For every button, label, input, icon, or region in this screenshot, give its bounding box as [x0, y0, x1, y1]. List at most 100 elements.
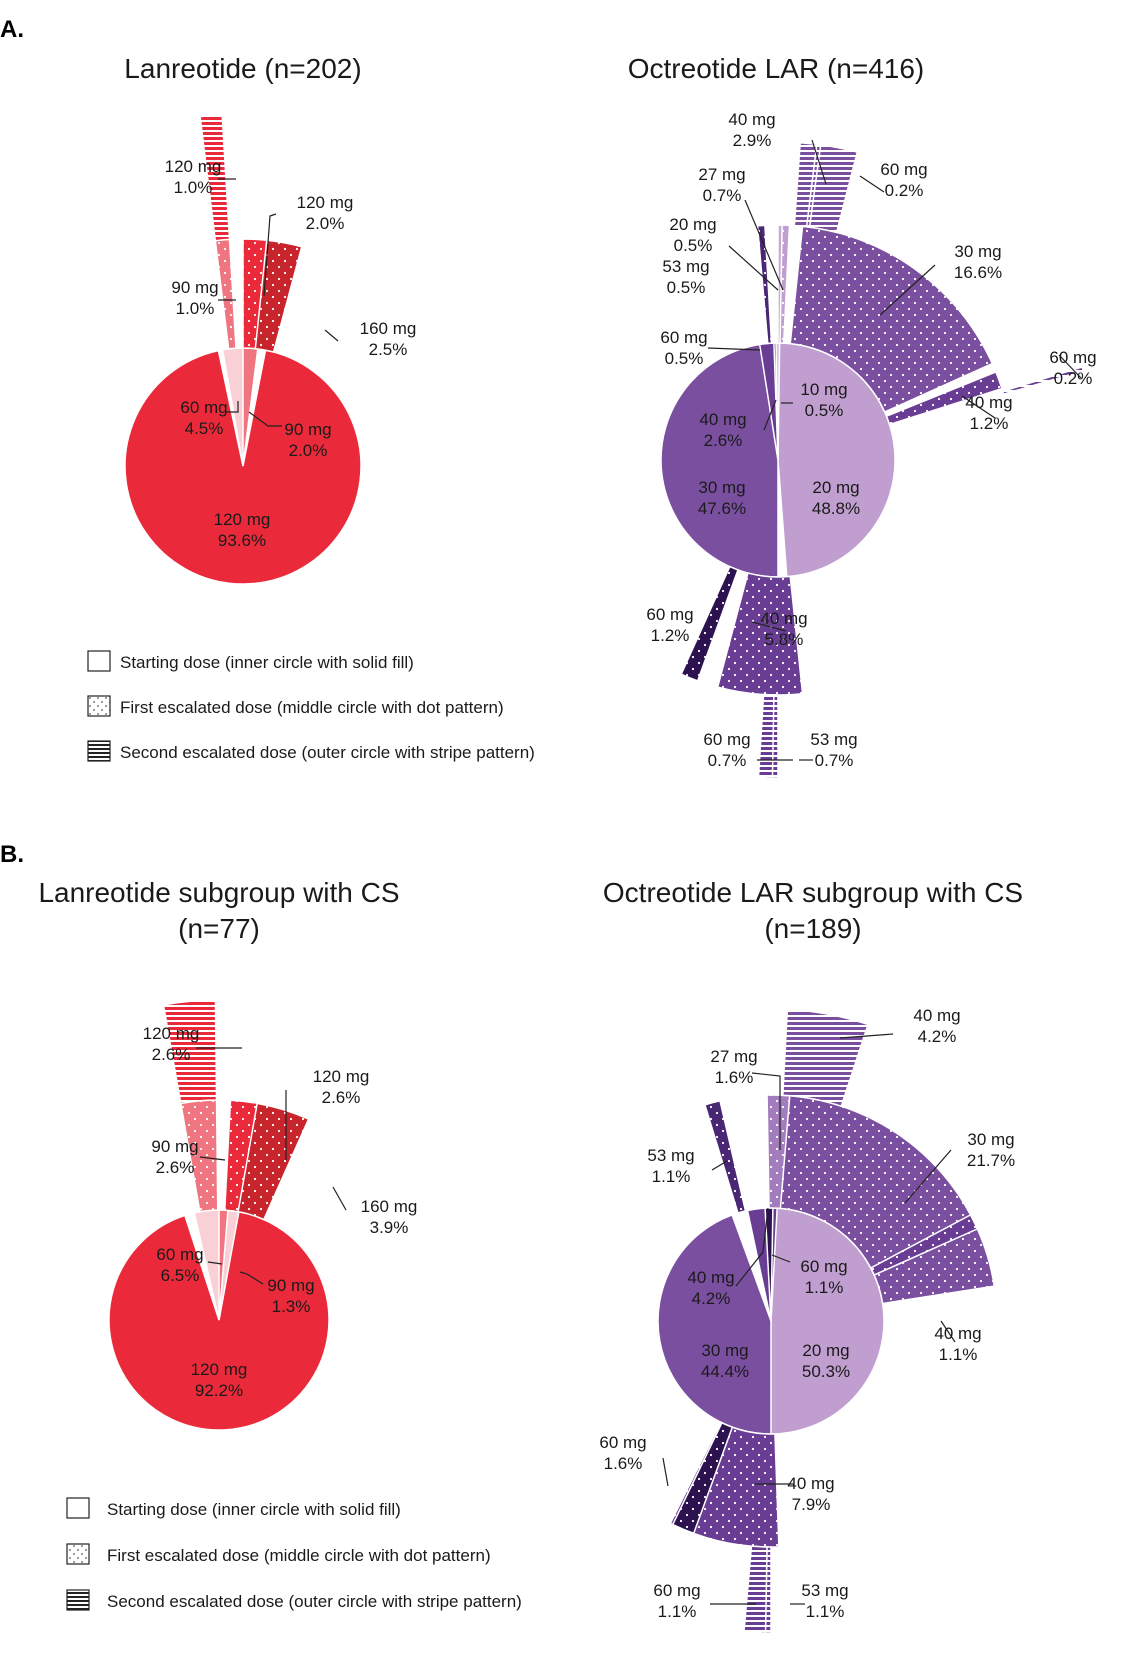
data-label-line: 47.6% [698, 499, 746, 518]
data-label-20-mg-0: 20 mg 48.8% [812, 478, 860, 518]
data-label-120-mg-4: 120 mg 2.0% [297, 193, 354, 233]
panel-letter-b: B. [0, 841, 24, 868]
data-label-60-mg-15: 60 mg 0.7% [703, 730, 750, 770]
data-label-line: 40 mg [760, 609, 807, 628]
chart-1: Lanreotide (n=202) 120 mg 93.6% 60 mg 4.5% 90… [124, 53, 416, 585]
leader-line-30-mg-4 [904, 1149, 952, 1204]
data-label-line: 30 mg [967, 1130, 1014, 1149]
leader-line-40-mg-10 [839, 1033, 894, 1039]
leader-line-60-mg-1 [207, 1261, 223, 1265]
wedge-ring3-53-mg-12-stripes [744, 1546, 768, 1633]
leader-line-60-mg-14 [1058, 354, 1082, 379]
data-label-line: 60 mg [800, 1257, 847, 1276]
data-label-line: 1.1% [806, 1602, 845, 1621]
data-label-line: 60 mg [646, 605, 693, 624]
wedge-ring1-30-mg-1 [657, 1213, 772, 1435]
wedge-ring2-160-mg-5-dots [255, 240, 302, 353]
data-label-40-mg-12: 40 mg 2.9% [728, 110, 775, 150]
data-label-line: 40 mg [965, 393, 1012, 412]
data-label-60-mg-1: 60 mg 4.5% [180, 398, 227, 438]
chart-3-title: Lanreotide subgroup with CS [38, 877, 399, 908]
data-label-line: 4.2% [692, 1289, 731, 1308]
data-label-line: 60 mg [660, 328, 707, 347]
data-label-60-mg-14: 60 mg 0.2% [1049, 348, 1096, 388]
wedge-ring2-40-mg-9-dots [717, 573, 803, 695]
wedge-ring2-27-mg-6-dots [767, 1094, 790, 1209]
data-label-line: 53 mg [662, 257, 709, 276]
wedge-ring1-120-mg-0 [108, 1210, 330, 1431]
data-label-line: 120 mg [214, 510, 271, 529]
wedge-ring2-160-mg-5-dots [238, 1103, 309, 1220]
leader-line-60-mg-8 [662, 1457, 669, 1487]
data-label-120-mg-0: 120 mg 93.6% [214, 510, 271, 550]
wedge-ring3-40-mg-10-stripes [782, 1009, 869, 1107]
leader-line-40-mg-2 [735, 1207, 769, 1287]
data-label-line: 93.6% [218, 531, 266, 550]
leader-line-60-mg-3 [771, 1254, 791, 1263]
data-label-40-mg-7: 40 mg 7.9% [787, 1474, 834, 1514]
data-label-120-mg-0: 120 mg 92.2% [191, 1360, 248, 1400]
wedge-ring2-53-mg-9-dots [704, 1100, 746, 1213]
data-label-line: 1.1% [939, 1345, 978, 1364]
data-label-40-mg-6: 40 mg 1.2% [965, 393, 1012, 433]
data-label-line: 7.9% [792, 1495, 831, 1514]
data-label-line: 27 mg [710, 1047, 757, 1066]
data-label-40-mg-10: 40 mg 4.2% [913, 1006, 960, 1046]
wedge-ring2-30-mg-5-dots [790, 226, 993, 412]
leader-line-90-mg-2 [239, 1271, 264, 1285]
data-label-30-mg-1: 30 mg 47.6% [698, 478, 746, 518]
leader-line-90-mg-2 [248, 411, 282, 427]
data-label-40-mg-2: 40 mg 2.6% [699, 410, 746, 450]
wedge-ring3-60-mg-14-stripes [1002, 367, 1084, 395]
data-label-line: 10 mg [800, 380, 847, 399]
data-label-20-mg-8: 20 mg 0.5% [669, 215, 716, 255]
leader-line-40-mg-2 [763, 399, 777, 431]
data-label-120-mg-6: 120 mg 1.0% [165, 157, 222, 197]
data-label-line: 48.8% [812, 499, 860, 518]
data-label-line: 40 mg [728, 110, 775, 129]
data-label-line: 0.7% [703, 186, 742, 205]
wedge-ring1-120-mg-0 [124, 349, 362, 585]
data-label-line: 60 mg [156, 1245, 203, 1264]
legend-text-first-escalated: First escalated dose (middle circle with… [120, 698, 504, 717]
chart-1-title: Lanreotide (n=202) [124, 53, 361, 84]
data-label-60-mg-3: 60 mg 1.1% [800, 1257, 847, 1297]
data-label-line: 0.7% [815, 751, 854, 770]
wedge-ring2-53-mg-11-dots [757, 225, 772, 344]
data-label-30-mg-5: 30 mg 16.6% [954, 242, 1002, 282]
data-label-line: 40 mg [787, 1474, 834, 1493]
data-label-line: 30 mg [701, 1341, 748, 1360]
data-label-90-mg-2: 90 mg 2.0% [284, 420, 331, 460]
data-label-line: 1.2% [970, 414, 1009, 433]
leader-line-60-mg-3 [707, 347, 761, 351]
data-label-line: 120 mg [191, 1360, 248, 1379]
data-label-line: 40 mg [934, 1324, 981, 1343]
data-label-20-mg-0: 20 mg 50.3% [802, 1341, 850, 1381]
data-label-line: 0.5% [665, 349, 704, 368]
data-label-line: 2.9% [733, 131, 772, 150]
legend-text-second-escalated: Second escalated dose (outer circle with… [107, 1592, 522, 1611]
leader-line-40-mg-9 [751, 621, 787, 632]
data-label-line: 1.0% [174, 178, 213, 197]
data-label-line: 0.5% [805, 401, 844, 420]
data-label-line: 90 mg [267, 1276, 314, 1295]
data-label-line: 53 mg [647, 1146, 694, 1165]
legend-swatch-dots [87, 695, 111, 717]
wedge-ring1-30-mg-1 [660, 343, 779, 578]
data-label-line: 0.7% [708, 751, 747, 770]
leader-line-40-mg-6 [961, 395, 996, 419]
legend-swatch-solid [87, 650, 111, 672]
data-label-line: 40 mg [687, 1268, 734, 1287]
data-label-60-mg-11: 60 mg 1.1% [653, 1581, 700, 1621]
leader-line-120-mg-4 [263, 213, 277, 297]
data-label-line: 60 mg [703, 730, 750, 749]
data-label-line: 60 mg [599, 1433, 646, 1452]
data-label-line: 60 mg [1049, 348, 1096, 367]
wedge-ring2-20-mg-8-dots [780, 225, 790, 344]
chart-4-title: Octreotide LAR subgroup with CS [603, 877, 1023, 908]
data-label-line: 50.3% [802, 1362, 850, 1381]
legend-panel-a: Starting dose (inner circle with solid f… [87, 650, 535, 762]
leader-line-40-mg-12 [811, 139, 827, 185]
data-label-line: 20 mg [802, 1341, 849, 1360]
